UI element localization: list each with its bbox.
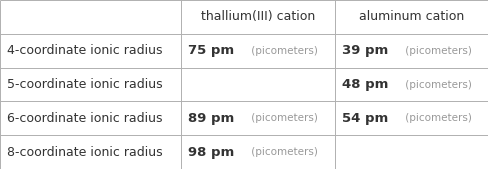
Text: 98 pm: 98 pm [188, 146, 234, 159]
Text: 4-coordinate ionic radius: 4-coordinate ionic radius [7, 44, 163, 57]
Text: thallium(III) cation: thallium(III) cation [201, 10, 314, 23]
Text: 89 pm: 89 pm [188, 112, 234, 125]
Text: (picometers): (picometers) [401, 79, 471, 90]
Text: 8-coordinate ionic radius: 8-coordinate ionic radius [7, 146, 163, 159]
Text: 5-coordinate ionic radius: 5-coordinate ionic radius [7, 78, 163, 91]
Text: 39 pm: 39 pm [342, 44, 388, 57]
Text: aluminum cation: aluminum cation [359, 10, 464, 23]
Text: (picometers): (picometers) [247, 147, 317, 157]
Text: (picometers): (picometers) [401, 46, 471, 56]
Text: (picometers): (picometers) [401, 113, 471, 123]
Text: 48 pm: 48 pm [342, 78, 388, 91]
Text: (picometers): (picometers) [247, 46, 317, 56]
Text: 54 pm: 54 pm [342, 112, 388, 125]
Text: (picometers): (picometers) [247, 113, 317, 123]
Text: 75 pm: 75 pm [188, 44, 234, 57]
Text: 6-coordinate ionic radius: 6-coordinate ionic radius [7, 112, 163, 125]
